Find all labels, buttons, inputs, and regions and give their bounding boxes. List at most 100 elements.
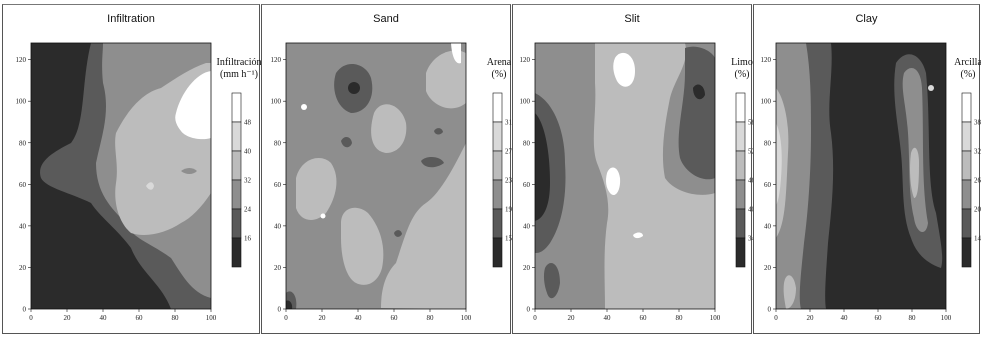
colorbar-swatch <box>492 237 503 268</box>
panel-slit: Slit 0 20 40 60 80 100 0 20 40 60 80 100 120 34 40 46… <box>512 4 753 334</box>
contour-level-1-spot <box>434 128 443 135</box>
panel-clay: Clay 0 20 40 60 80 100 0 20 40 60 80 100 120 14 20 26… <box>753 4 981 334</box>
x-tick-label: 80 <box>172 314 180 322</box>
contour-level-1-spot <box>543 263 560 299</box>
colorbar-tick-label: 32 <box>974 148 981 156</box>
colorbar-swatch <box>231 237 242 268</box>
map-area <box>775 42 947 310</box>
colorbar-title-line2: (mm h⁻¹) <box>220 69 258 80</box>
colorbar-title: Arena (%) <box>487 57 512 80</box>
colorbar-tick-label: 26 <box>974 177 981 185</box>
x-axis: 0 20 40 60 80 100 <box>284 309 472 322</box>
colorbar-title-line1: Infiltración <box>217 57 261 68</box>
x-tick-label: 60 <box>391 314 399 322</box>
y-tick-label: 100 <box>761 98 772 106</box>
x-tick-label: 40 <box>604 314 612 322</box>
x-axis: 0 20 40 60 80 100 <box>533 309 721 322</box>
panel-title: Slit <box>624 13 640 25</box>
colorbar-tick-label: 40 <box>748 206 753 214</box>
contour-level-3-right <box>381 143 466 309</box>
x-tick-label: 0 <box>774 314 778 322</box>
colorbar-tick-label: 38 <box>974 119 981 127</box>
colorbar-swatch <box>735 208 746 239</box>
colorbar-title: Arcilla (%) <box>954 57 981 80</box>
x-tick-label: 0 <box>284 314 288 322</box>
colorbar-swatch <box>492 121 503 152</box>
x-tick-label: 60 <box>875 314 883 322</box>
contour-level-5-top <box>613 52 635 87</box>
y-tick-label: 0 <box>527 306 531 314</box>
contour-level-5-spot <box>633 232 643 239</box>
y-tick-label: 20 <box>19 264 27 272</box>
contour-level-3-top <box>371 104 407 153</box>
contour-level-3-center <box>341 207 384 285</box>
x-tick-label: 100 <box>941 314 952 322</box>
contour-level-3-left <box>776 88 789 238</box>
y-axis: 0 20 40 60 80 100 120 <box>271 56 286 314</box>
y-tick-label: 40 <box>274 222 282 230</box>
y-tick-label: 120 <box>761 56 772 64</box>
colorbar-tick-label: 16 <box>244 235 252 243</box>
colorbar-swatch <box>961 150 972 181</box>
y-tick-label: 80 <box>19 139 27 147</box>
panel-sand: Sand 0 20 40 60 80 100 0 20 40 60 80 100 120 15 19 23… <box>261 4 512 334</box>
contour-level-2-spot <box>181 168 197 174</box>
colorbar-swatch <box>231 179 242 210</box>
contour-level-5-spot <box>320 213 326 219</box>
x-tick-label: 60 <box>640 314 648 322</box>
y-axis: 0 20 40 60 80 100 120 <box>520 56 535 314</box>
x-axis: 0 20 40 60 80 100 <box>29 309 217 322</box>
colorbar: 15 19 23 27 31 <box>492 92 512 268</box>
contour-level-3-right <box>910 147 919 198</box>
contour-level-5-mid <box>606 167 621 196</box>
panel-infiltration: Infiltration 0 20 40 60 80 100 0 20 40 60 80 100 12… <box>2 4 261 334</box>
colorbar-swatch <box>735 121 746 152</box>
x-axis: 0 20 40 60 80 100 <box>774 309 952 322</box>
colorbar-tick-label: 52 <box>748 148 753 156</box>
contour-level-5-top <box>451 43 461 64</box>
colorbar-title: Infiltración (mm h⁻¹) <box>217 57 261 80</box>
contour-level-4-spot <box>146 182 154 190</box>
colorbar-tick-label: 19 <box>505 206 512 214</box>
contour-level-1-spot <box>341 137 352 148</box>
y-axis: 0 20 40 60 80 100 120 <box>16 56 31 314</box>
contour-level-1-spot <box>394 230 402 237</box>
y-tick-label: 40 <box>523 222 531 230</box>
y-axis: 0 20 40 60 80 100 120 <box>761 56 776 314</box>
x-tick-label: 20 <box>568 314 576 322</box>
y-tick-label: 40 <box>19 222 27 230</box>
colorbar-swatch <box>231 150 242 181</box>
contour-level-0-spot <box>693 84 705 100</box>
x-tick-label: 100 <box>206 314 217 322</box>
contour-level-5-spot <box>301 104 307 110</box>
colorbar-tick-label: 58 <box>748 119 753 127</box>
colorbar-swatch <box>492 92 503 123</box>
map-area <box>285 42 467 310</box>
colorbar: 16 24 32 40 48 <box>231 92 252 268</box>
x-tick-label: 0 <box>29 314 33 322</box>
x-tick-label: 40 <box>841 314 849 322</box>
colorbar-title-line2: (%) <box>961 69 976 80</box>
contour-level-1-right <box>678 46 715 180</box>
colorbar-tick-label: 27 <box>505 148 512 156</box>
map-area <box>30 42 212 310</box>
x-tick-label: 20 <box>807 314 815 322</box>
plot-frame <box>30 42 212 310</box>
plot-frame <box>285 42 467 310</box>
y-tick-label: 100 <box>271 98 282 106</box>
colorbar-swatch <box>231 121 242 152</box>
y-tick-label: 60 <box>523 181 531 189</box>
colorbar-tick-label: 24 <box>244 206 252 214</box>
colorbar: 34 40 46 52 58 <box>735 92 753 268</box>
colorbar-swatch <box>492 150 503 181</box>
plot-frame <box>775 42 947 310</box>
y-tick-label: 80 <box>764 139 772 147</box>
colorbar-title-line1: Arena <box>487 57 512 68</box>
contour-level-0-left <box>535 113 550 221</box>
colorbar-swatch <box>735 237 746 268</box>
x-tick-label: 60 <box>136 314 144 322</box>
y-tick-label: 100 <box>520 98 531 106</box>
